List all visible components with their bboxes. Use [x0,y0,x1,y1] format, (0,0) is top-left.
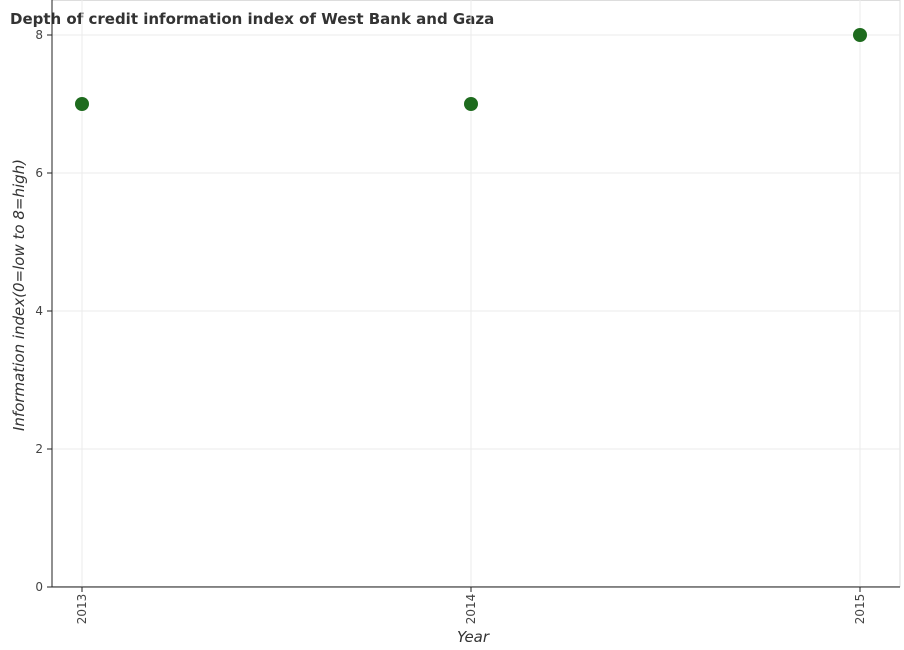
x-tick-label: 2013 [75,594,89,625]
y-tick-label: 2 [35,442,43,456]
y-tick-label: 8 [35,28,43,42]
plot-area: 0 2 4 6 8 2013 2014 2015 [35,0,901,624]
y-tick-label: 4 [35,304,43,318]
data-points [75,28,867,111]
x-tick-label: 2015 [853,594,867,625]
chart-title: Depth of credit information index of Wes… [10,10,494,28]
y-tick-label: 6 [35,166,43,180]
data-point [464,97,478,111]
y-tick-label: 0 [35,580,43,594]
plot-frame [51,0,901,587]
data-point [853,28,867,42]
data-point [75,97,89,111]
y-ticks: 0 2 4 6 8 [35,28,52,594]
y-axis-label: Information index(0=low to 8=high) [10,159,28,431]
x-axis-label: Year [457,628,490,646]
x-tick-label: 2014 [464,594,478,625]
x-ticks: 2013 2014 2015 [75,587,867,624]
grid-lines [52,0,900,588]
